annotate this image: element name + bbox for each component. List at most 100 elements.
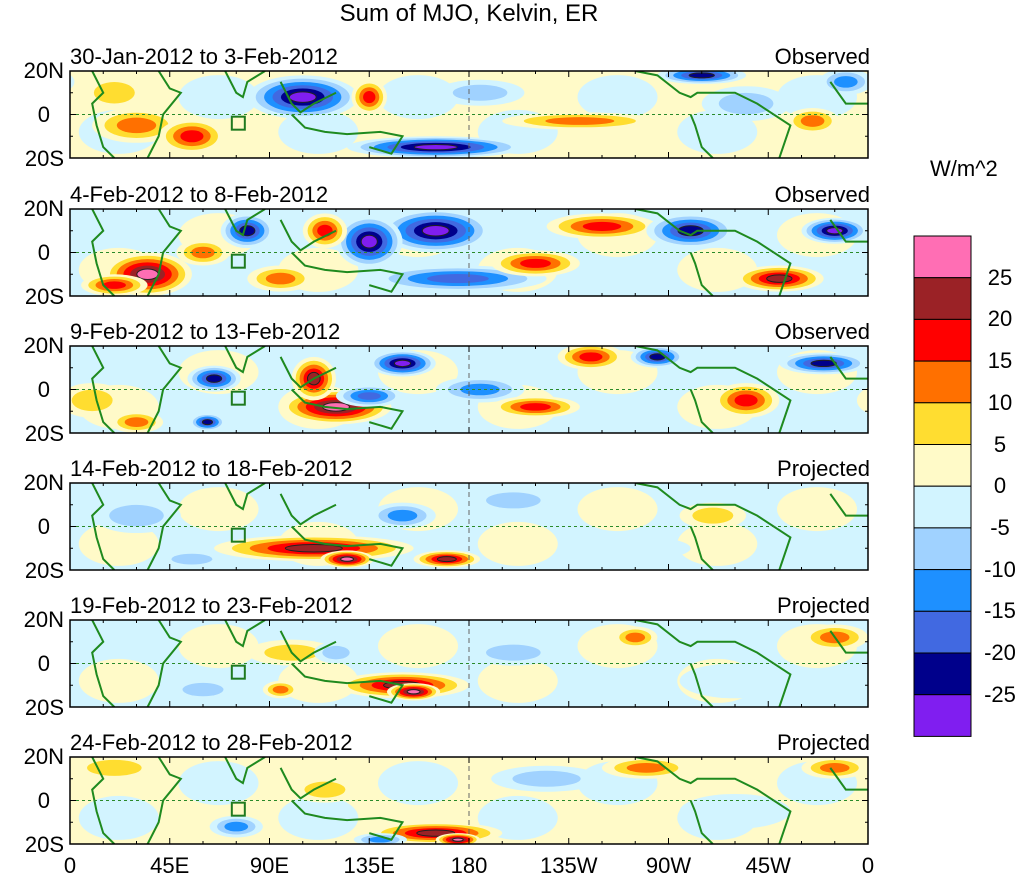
coastline: [279, 356, 337, 389]
coastline: [635, 483, 792, 570]
contour-blob: [545, 117, 615, 125]
coastline: [290, 251, 405, 293]
colorbar-swatch: [913, 360, 972, 404]
contour-blob: [1012, 535, 1021, 561]
y-tick-label: 20N: [23, 470, 64, 495]
contour-blob: [868, 755, 957, 781]
base-patch: [178, 624, 259, 669]
contour-blob: [421, 224, 450, 237]
coastline: [829, 356, 868, 380]
x-tick-label: 135W: [540, 853, 598, 878]
coastline: [635, 757, 792, 844]
contour-blob: [284, 544, 343, 553]
contour-blob: [1000, 373, 1021, 385]
coastline: [290, 113, 405, 155]
contour-blob: [890, 108, 979, 143]
colorbar-swatch: [913, 318, 972, 362]
contour-blob: [486, 492, 541, 509]
contour-blob: [413, 143, 458, 151]
colorbar-swatch: [913, 694, 972, 737]
contour-blob: [9, 220, 65, 242]
contour-blob: [4, 757, 71, 779]
contour-blob: [4, 218, 71, 244]
base-patch: [777, 487, 858, 532]
contour-blob: [182, 682, 224, 697]
contour-blob: [71, 389, 113, 412]
contour-field: [13, 620, 1021, 707]
colorbar-level-label: -20: [984, 640, 1016, 665]
contour-blob: [224, 821, 249, 832]
coastline: [829, 630, 868, 654]
base-patch: [278, 795, 359, 840]
x-tick-label: 90E: [249, 853, 290, 878]
coastline: [224, 757, 266, 785]
contour-blob: [265, 272, 296, 285]
contour-blob: [14, 222, 60, 240]
contour-blob: [70, 74, 75, 90]
contour-blob: [393, 359, 412, 368]
y-tick-label: 0: [37, 788, 50, 813]
contour-blob: [0, 353, 70, 375]
contour-blob: [800, 115, 825, 127]
contour-blob: [1008, 816, 1021, 838]
coastline: [829, 767, 868, 791]
contour-field: [0, 209, 1020, 296]
coastline: [146, 346, 183, 433]
region-box: [230, 801, 246, 817]
colorbar-level-label: -15: [984, 598, 1016, 624]
base-patch: [677, 521, 758, 566]
map-panel-4: [69, 482, 1021, 571]
coastline: [290, 388, 405, 430]
contour-blob: [322, 645, 350, 660]
colorbar-swatch: [913, 569, 972, 612]
contour-blob: [452, 837, 464, 842]
contour-blob: [982, 243, 1020, 262]
y-tick-label: 0: [37, 102, 50, 127]
contour-blob: [387, 509, 418, 522]
y-tick-label: 20S: [24, 284, 64, 309]
contour-blob: [0, 270, 10, 287]
contour-field: [0, 346, 1021, 433]
y-tick-label: 20N: [23, 744, 64, 769]
contour-blob: [981, 683, 1021, 696]
contour-blob: [892, 82, 933, 103]
base-patch: [178, 75, 259, 120]
coastline: [635, 346, 792, 433]
contour-blob: [679, 663, 791, 699]
contour-blob: [971, 126, 1009, 146]
x-tick-label: 90W: [645, 853, 692, 878]
panel-date-label: 30-Jan-2012 to 3-Feb-2012: [70, 44, 338, 69]
contour-blob: [734, 394, 758, 407]
colorbar-swatch: [913, 402, 972, 445]
y-tick-label: 0: [37, 377, 50, 402]
y-tick-label: 0: [37, 240, 50, 265]
colorbar-swatch: [913, 444, 972, 487]
coastline: [224, 209, 266, 237]
contour-blob: [679, 793, 791, 829]
contour-blob: [915, 118, 954, 133]
contour-blob: [1000, 420, 1010, 425]
coastline: [829, 493, 868, 517]
contour-blob: [766, 274, 793, 283]
contour-blob: [124, 417, 149, 427]
y-tick-label: 20N: [23, 607, 64, 632]
region-box: [230, 115, 246, 131]
contour-blob: [363, 91, 376, 104]
base-patch: [477, 795, 558, 840]
colorbar-swatch: [913, 610, 972, 654]
contour-blob: [989, 247, 1013, 259]
contour-blob: [0, 354, 62, 372]
colorbar-swatch: [913, 235, 972, 279]
coastline: [290, 525, 405, 567]
contour-blob: [1015, 819, 1021, 835]
y-tick-label: 20S: [24, 695, 64, 720]
contour-blob: [29, 72, 67, 91]
panel-date-label: 4-Feb-2012 to 8-Feb-2012: [70, 182, 329, 207]
contour-field: [70, 483, 1021, 570]
contour-blob: [13, 628, 61, 647]
contour-blob: [29, 228, 45, 234]
contour-blob: [406, 689, 421, 695]
contour-blob: [579, 352, 603, 362]
coastline: [279, 493, 337, 526]
